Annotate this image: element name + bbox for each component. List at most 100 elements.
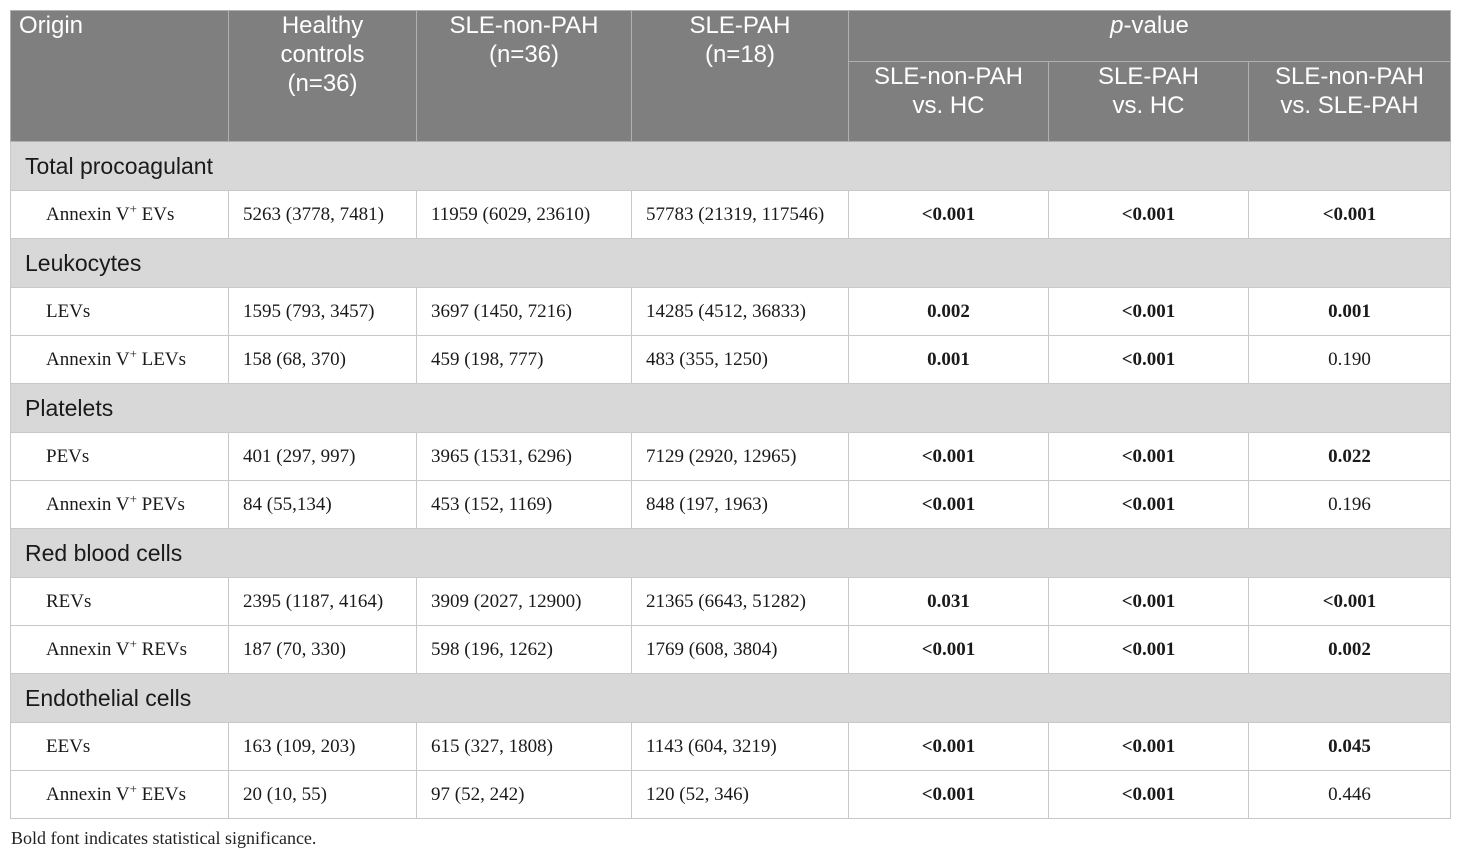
row-label-name: LEVs: [46, 300, 91, 322]
header-comparison-3: SLE-non-PAH vs. SLE-PAH: [1247, 61, 1452, 142]
cell-p-nonpah-vs-pah: 0.045: [1247, 722, 1452, 771]
cell-p-nonpah-vs-hc: <0.001: [848, 625, 1049, 674]
cell-healthy-controls: 163 (109, 203): [228, 722, 417, 771]
cell-healthy-controls: 1595 (793, 3457): [228, 287, 417, 336]
cell-p-nonpah-vs-pah: 0.446: [1247, 770, 1452, 819]
cell-p-pah-vs-hc: <0.001: [1048, 625, 1249, 674]
section-title: Leukocytes: [9, 238, 1452, 288]
row-label-suffix: EEVs: [136, 783, 186, 805]
row-label: Annexin V+ LEVs: [10, 335, 229, 384]
row-label-superscript: +: [129, 345, 137, 361]
cell-p-nonpah-vs-pah: <0.001: [1247, 190, 1452, 239]
section-title: Red blood cells: [9, 528, 1452, 578]
cell-p-pah-vs-hc: <0.001: [1048, 287, 1249, 336]
row-label-name: Annexin V: [46, 348, 130, 370]
header-line: vs. HC: [1112, 92, 1185, 119]
row-label: EEVs: [10, 722, 229, 771]
section-title: Platelets: [9, 383, 1452, 433]
row-label-name: Annexin V: [46, 638, 130, 660]
table-row: Annexin V+ EEVs 20 (10, 55) 97 (52, 242) 12…: [10, 770, 1452, 819]
header-line: SLE-PAH: [689, 12, 791, 39]
table-row: LEVs 1595 (793, 3457) 3697 (1450, 7216) 142…: [10, 287, 1452, 336]
cell-p-nonpah-vs-pah: 0.196: [1247, 480, 1452, 529]
row-label-name: Annexin V: [46, 493, 130, 515]
row-label-superscript: +: [129, 200, 137, 216]
cell-p-pah-vs-hc: <0.001: [1048, 722, 1249, 771]
section-row: Leukocytes: [9, 238, 1452, 288]
header-sle-non-pah: SLE-non-PAH (n=36): [416, 10, 632, 142]
cell-p-nonpah-vs-hc: <0.001: [848, 722, 1049, 771]
row-label-name: Annexin V: [46, 203, 130, 225]
cell-p-nonpah-vs-pah: 0.002: [1247, 625, 1452, 674]
header-comparison-2: SLE-PAH vs. HC: [1048, 61, 1249, 142]
cell-p-pah-vs-hc: <0.001: [1048, 432, 1249, 481]
row-label-suffix: LEVs: [136, 348, 186, 370]
section-title: Total procoagulant: [9, 141, 1452, 191]
header-line: (n=18): [704, 41, 776, 68]
row-label: LEVs: [10, 287, 229, 336]
row-label-superscript: +: [129, 635, 137, 651]
row-label: PEVs: [10, 432, 229, 481]
row-label-suffix: REVs: [136, 638, 188, 660]
cell-sle-pah: 483 (355, 1250): [631, 335, 849, 384]
cell-p-nonpah-vs-hc: 0.031: [848, 577, 1049, 626]
cell-healthy-controls: 2395 (1187, 4164): [228, 577, 417, 626]
cell-sle-pah: 1143 (604, 3219): [631, 722, 849, 771]
cell-healthy-controls: 84 (55,134): [228, 480, 417, 529]
cell-sle-non-pah: 453 (152, 1169): [416, 480, 632, 529]
cell-p-nonpah-vs-pah: 0.001: [1247, 287, 1452, 336]
header-line: SLE-non-PAH: [449, 12, 599, 39]
header-line: Healthy: [281, 12, 364, 39]
header-line: SLE-PAH: [1098, 63, 1199, 90]
row-label-superscript: +: [129, 780, 137, 796]
table-row: EEVs 163 (109, 203) 615 (327, 1808) 1143 (6…: [10, 722, 1452, 771]
header-sle-pah: SLE-PAH (n=18): [631, 10, 849, 142]
table-header: Origin Healthy controls (n=36) SLE-non-P…: [10, 10, 1452, 142]
footnote: Bold font indicates statistical signific…: [11, 828, 317, 848]
cell-healthy-controls: 158 (68, 370): [228, 335, 417, 384]
header-line: SLE-non-PAH: [874, 63, 1023, 90]
cell-sle-non-pah: 97 (52, 242): [416, 770, 632, 819]
section-title: Endothelial cells: [9, 673, 1452, 723]
table-row: PEVs 401 (297, 997) 3965 (1531, 6296) 7129 …: [10, 432, 1452, 481]
section-row: Endothelial cells: [9, 673, 1452, 723]
cell-sle-pah: 1769 (608, 3804): [631, 625, 849, 674]
header-line: controls: [280, 41, 365, 68]
cell-p-pah-vs-hc: <0.001: [1048, 480, 1249, 529]
row-label-name: EEVs: [46, 735, 91, 757]
header-p-value: p-value: [847, 10, 1452, 62]
p-italic: p: [1110, 12, 1124, 39]
section-row: Red blood cells: [9, 528, 1452, 578]
cell-p-nonpah-vs-pah: <0.001: [1247, 577, 1452, 626]
cell-sle-pah: 848 (197, 1963): [631, 480, 849, 529]
cell-sle-non-pah: 3697 (1450, 7216): [416, 287, 632, 336]
cell-sle-non-pah: 11959 (6029, 23610): [416, 190, 632, 239]
header-line: vs. HC: [912, 92, 985, 119]
cell-p-nonpah-vs-hc: <0.001: [848, 432, 1049, 481]
cell-sle-non-pah: 598 (196, 1262): [416, 625, 632, 674]
header-line: (n=36): [287, 70, 358, 97]
cell-p-nonpah-vs-hc: <0.001: [848, 480, 1049, 529]
cell-sle-pah: 7129 (2920, 12965): [631, 432, 849, 481]
row-label: Annexin V+ PEVs: [10, 480, 229, 529]
cell-p-pah-vs-hc: <0.001: [1048, 577, 1249, 626]
section-row: Total procoagulant: [9, 141, 1452, 191]
row-label-name: PEVs: [46, 445, 90, 467]
row-label-suffix: PEVs: [136, 493, 185, 515]
header-comparison-1: SLE-non-PAH vs. HC: [848, 61, 1049, 142]
table-row: Annexin V+ EVs 5263 (3778, 7481) 11959 (60…: [10, 190, 1452, 239]
ev-results-table: Origin Healthy controls (n=36) SLE-non-P…: [9, 10, 1452, 819]
cell-sle-pah: 21365 (6643, 51282): [631, 577, 849, 626]
table-row: Annexin V+ PEVs 84 (55,134) 453 (152, 1169…: [10, 480, 1452, 529]
header-origin: Origin: [10, 10, 229, 142]
table-row: Annexin V+ LEVs 158 (68, 370) 459 (198, 77…: [10, 335, 1452, 384]
cell-p-pah-vs-hc: <0.001: [1048, 190, 1249, 239]
row-label-name: REVs: [46, 590, 92, 612]
cell-p-pah-vs-hc: <0.001: [1048, 770, 1249, 819]
cell-healthy-controls: 5263 (3778, 7481): [228, 190, 417, 239]
header-line: vs. SLE-PAH: [1280, 92, 1419, 119]
table-body: Total procoagulant Annexin V+ EVs 5263 (37…: [9, 141, 1452, 819]
cell-sle-non-pah: 3965 (1531, 6296): [416, 432, 632, 481]
row-label-name: Annexin V: [46, 783, 130, 805]
cell-p-nonpah-vs-pah: 0.190: [1247, 335, 1452, 384]
